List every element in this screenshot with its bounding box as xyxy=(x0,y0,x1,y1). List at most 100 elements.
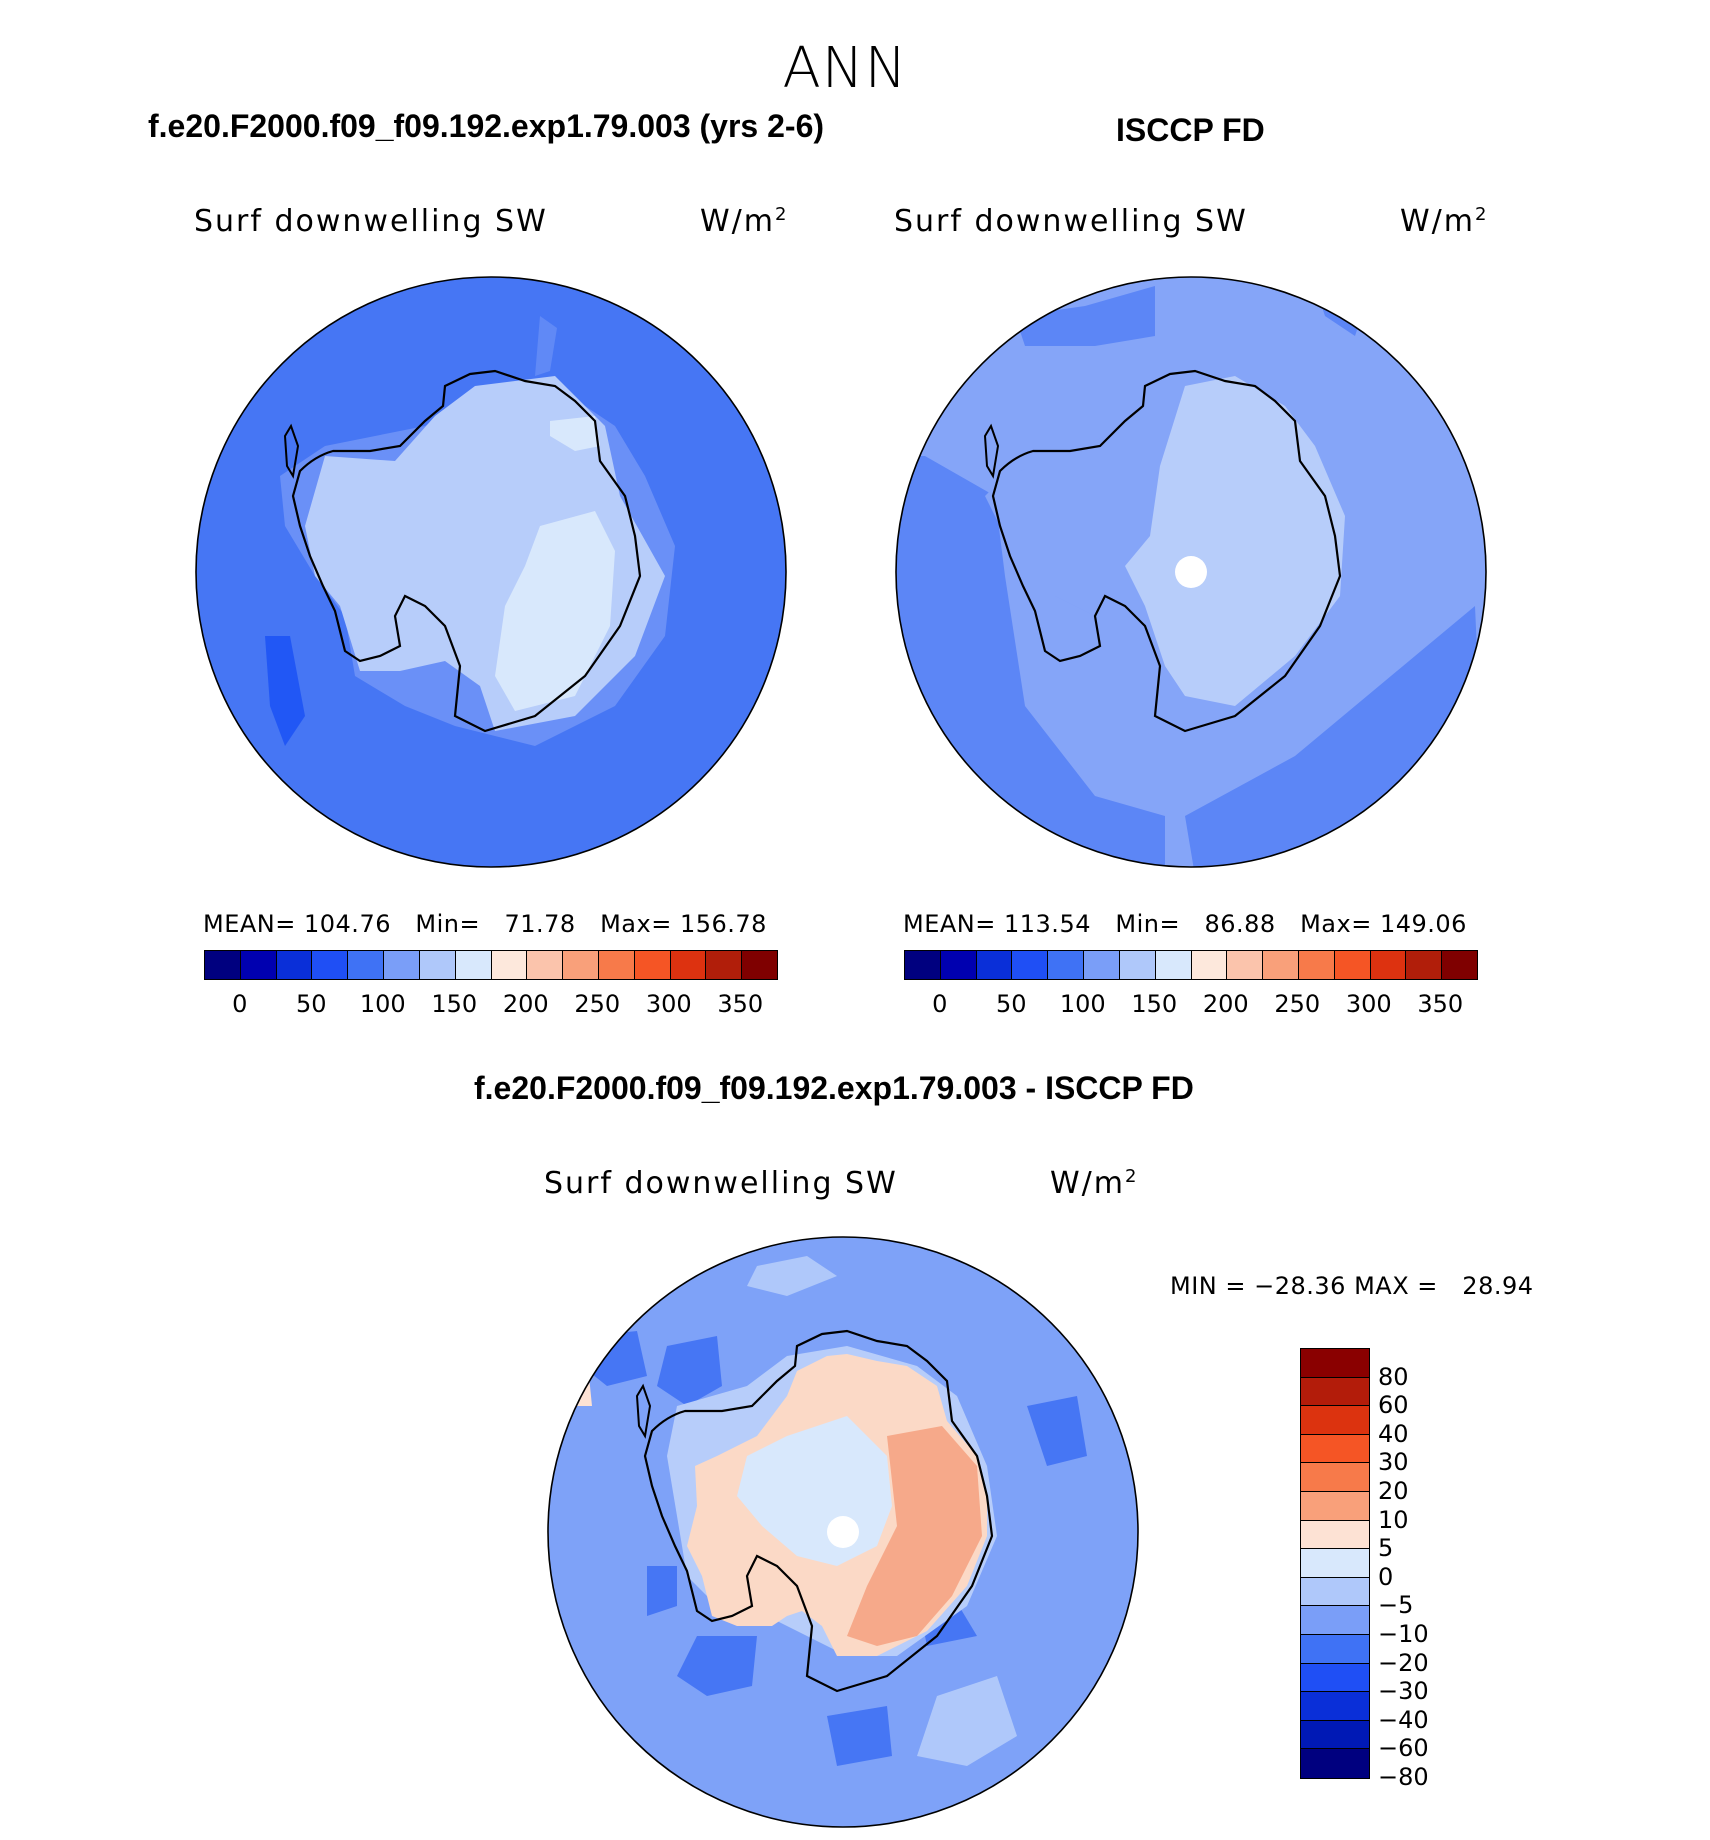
model-ocean-low-patch xyxy=(265,636,305,746)
model-peninsula-coast xyxy=(283,423,300,479)
model-ocean-patch xyxy=(535,316,557,376)
colorbar-swatch xyxy=(706,951,743,979)
model-map-border xyxy=(195,276,787,868)
diff-colorbar-labels: 80 60 40 30 20 10 5 0 −5 −10 −20 −30 −40 −60 −80 xyxy=(1378,1348,1458,1791)
colorbar-swatch xyxy=(348,951,385,979)
colorbar-tick-label: 20 xyxy=(1378,1477,1409,1505)
colorbar-swatch xyxy=(1084,951,1120,979)
colorbar-tick-label: −60 xyxy=(1378,1734,1429,1763)
colorbar-swatch xyxy=(205,951,241,979)
model-stats: MEAN= 104.76 Min= 71.78 Max= 156.78 xyxy=(203,910,767,938)
colorbar-swatch xyxy=(905,951,941,979)
colorbar-tick-label: 300 xyxy=(645,990,692,1018)
colorbar-swatch xyxy=(455,951,492,979)
colorbar-swatch xyxy=(1298,951,1335,979)
colorbar-swatch xyxy=(419,951,456,979)
colorbar-swatch xyxy=(1301,1549,1369,1578)
colorbar-swatch xyxy=(1370,951,1407,979)
model-panel-title: f.e20.F2000.f09_f09.192.exp1.79.003 (yrs… xyxy=(148,108,825,144)
colorbar-tick-label: 60 xyxy=(1378,1391,1409,1420)
colorbar-swatch xyxy=(1301,1434,1369,1464)
model-variable-label: Surf downwelling SW xyxy=(194,204,548,239)
colorbar-tick-label: 100 xyxy=(1059,990,1106,1018)
diff-neg-patch xyxy=(657,1336,722,1406)
obs-panel-title: ISCCP FD xyxy=(1116,112,1265,148)
diff-neg-patch-6 xyxy=(1027,1396,1087,1466)
model-plateau-patch-2 xyxy=(495,511,615,711)
colorbar-swatch xyxy=(1263,951,1299,979)
colorbar-tick-label: 5 xyxy=(1378,1534,1394,1563)
colorbar-swatch xyxy=(1227,951,1264,979)
colorbar-swatch xyxy=(1301,1377,1369,1407)
colorbar-tick-label: −30 xyxy=(1378,1677,1429,1706)
colorbar-tick-label: −10 xyxy=(1378,1620,1429,1648)
colorbar-swatch xyxy=(1191,951,1228,979)
colorbar-tick-label: 200 xyxy=(1202,990,1249,1018)
colorbar-tick-label: 40 xyxy=(1378,1419,1409,1448)
colorbar-tick-label: 0 xyxy=(932,990,948,1018)
colorbar-swatch xyxy=(1334,951,1371,979)
obs-colorbar-labels: 0 50 100 150 200 250 300 350 xyxy=(904,990,1476,1018)
obs-map-border xyxy=(895,276,1487,868)
colorbar-swatch xyxy=(1155,951,1192,979)
colorbar-swatch xyxy=(276,951,313,979)
colorbar-tick-label: −20 xyxy=(1378,1648,1429,1677)
colorbar-tick-label: 150 xyxy=(1131,990,1178,1018)
model-units-label: W/m2 xyxy=(700,204,789,239)
diff-colorbar xyxy=(1300,1348,1370,1779)
obs-peninsula-coast xyxy=(983,423,1000,479)
colorbar-tick-label: 30 xyxy=(1378,1448,1409,1477)
diff-peninsula-coast xyxy=(635,1383,652,1439)
colorbar-swatch xyxy=(1301,1692,1369,1721)
model-colorbar xyxy=(204,950,778,980)
colorbar-swatch xyxy=(1301,1463,1369,1492)
obs-coastline xyxy=(991,369,1342,733)
colorbar-tick-label: 250 xyxy=(574,990,621,1018)
colorbar-tick-label: 50 xyxy=(295,990,327,1018)
obs-colorbar xyxy=(904,950,1478,980)
colorbar-swatch xyxy=(1301,1491,1369,1521)
model-coastline xyxy=(291,369,642,733)
diff-land-warmer xyxy=(847,1426,982,1646)
colorbar-swatch xyxy=(1301,1720,1369,1750)
model-colorbar-labels: 0 50 100 150 200 250 300 350 xyxy=(204,990,776,1018)
colorbar-swatch xyxy=(1301,1520,1369,1550)
colorbar-tick-label: 50 xyxy=(995,990,1027,1018)
colorbar-tick-label: 0 xyxy=(1378,1562,1394,1591)
colorbar-swatch xyxy=(1048,951,1085,979)
diff-neg-patch-4 xyxy=(647,1566,677,1616)
model-plateau-patch xyxy=(550,416,600,451)
diff-light-patch-2 xyxy=(917,1676,1017,1766)
colorbar-swatch xyxy=(384,951,420,979)
colorbar-tick-label: 200 xyxy=(502,990,549,1018)
colorbar-tick-label: 350 xyxy=(1417,990,1464,1018)
colorbar-swatch xyxy=(240,951,277,979)
diff-neg-patch-5 xyxy=(827,1706,892,1766)
diff-pos-patch-edge xyxy=(557,1356,592,1406)
colorbar-tick-label: −5 xyxy=(1378,1591,1414,1620)
season-title: ANN xyxy=(782,36,908,101)
obs-ocean-band-north xyxy=(1015,286,1155,346)
diff-coastline xyxy=(643,1329,994,1693)
obs-stats: MEAN= 113.54 Min= 86.88 Max= 149.06 xyxy=(903,910,1467,938)
obs-polar-map xyxy=(895,276,1487,868)
diff-light-patch xyxy=(747,1256,837,1296)
colorbar-swatch xyxy=(1012,951,1049,979)
colorbar-tick-label: 300 xyxy=(1345,990,1392,1018)
colorbar-swatch xyxy=(1301,1749,1369,1778)
colorbar-swatch xyxy=(1301,1349,1369,1378)
colorbar-swatch xyxy=(634,951,671,979)
colorbar-swatch xyxy=(491,951,528,979)
diff-neg-patch-3 xyxy=(677,1636,757,1696)
colorbar-tick-label: −80 xyxy=(1378,1763,1429,1791)
obs-pole-gap xyxy=(1175,556,1207,588)
colorbar-tick-label: 0 xyxy=(232,990,248,1018)
colorbar-swatch xyxy=(940,951,977,979)
colorbar-swatch xyxy=(1406,951,1443,979)
colorbar-swatch xyxy=(563,951,599,979)
colorbar-swatch xyxy=(742,951,777,979)
diff-units-label: W/m2 xyxy=(1050,1166,1139,1201)
colorbar-tick-label: 250 xyxy=(1274,990,1321,1018)
colorbar-swatch xyxy=(598,951,635,979)
obs-units-label: W/m2 xyxy=(1400,204,1489,239)
